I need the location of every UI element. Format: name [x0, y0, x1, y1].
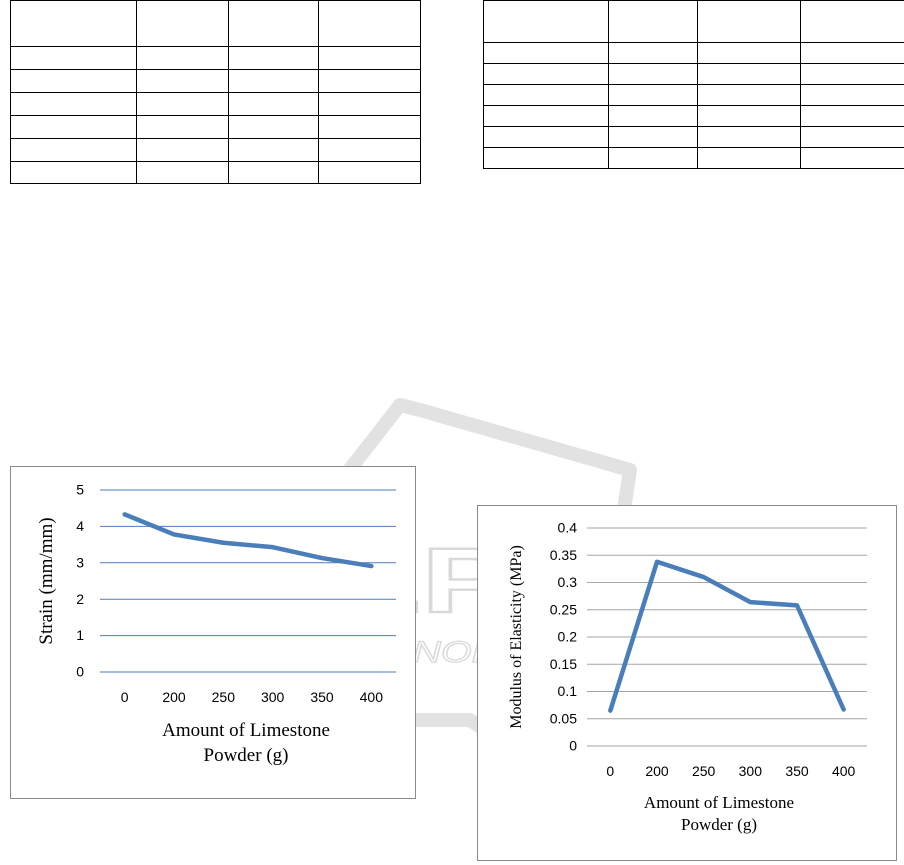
modulus-y-tick-label: 0.3: [558, 574, 578, 590]
strain-x-axis-label: Amount of Limestone Powder (g): [162, 720, 330, 766]
table-cell: [228, 69, 319, 93]
modulus-x-tick-label: 250: [692, 763, 716, 779]
modulus-x-tick-labels: 0 200 250 300 350 400: [606, 763, 855, 779]
modulus-y-tick-label: 0.2: [558, 629, 578, 645]
strain-x-axis-label-line: Amount of Limestone: [162, 720, 330, 741]
modulus-series: [608, 559, 846, 713]
strain-y-tick-label: 5: [76, 482, 84, 498]
modulus-chart-frame: [477, 505, 897, 861]
table-row: [483, 42, 904, 64]
modulus-x-tick-label: 400: [832, 763, 856, 779]
strain-x-axis-label-line: Powder (g): [204, 745, 289, 766]
top-right-table: [483, 0, 904, 169]
table-cell: [228, 115, 319, 139]
table-cell: [318, 69, 421, 93]
strain-y-tick-label: 3: [76, 554, 84, 570]
strain-x-tick-label: 250: [212, 689, 236, 705]
modulus-y-tick-label: 0.1: [558, 683, 578, 699]
modulus-x-axis-label: Amount of Limestone Powder (g): [644, 793, 794, 834]
modulus-series-line: [608, 559, 846, 713]
table-cell: [10, 69, 137, 93]
table-row: [483, 0, 904, 43]
strain-y-tick-label: 4: [76, 518, 84, 534]
table-cell: [10, 92, 137, 116]
strain-x-tick-label: 400: [360, 689, 384, 705]
table-row: [483, 105, 904, 127]
top-left-table-body: [10, 0, 421, 184]
modulus-y-axis-label: Modulus of Elasticity (MPa): [508, 545, 525, 729]
strain-series-line: [122, 512, 374, 569]
modulus-y-tick-label: 0.35: [550, 547, 577, 563]
strain-x-tick-label: 300: [261, 689, 285, 705]
strain-x-tick-label: 200: [162, 689, 186, 705]
strain-y-tick-labels: 0 1 2 3 4 5: [76, 482, 84, 680]
table-row: [10, 46, 421, 70]
top-left-table: [10, 0, 421, 184]
table-row: [10, 69, 421, 93]
modulus-x-tick-label: 0: [606, 763, 614, 779]
table-row: [10, 92, 421, 116]
modulus-gridlines: [587, 527, 867, 747]
table-cell: [697, 0, 801, 43]
strain-x-tick-label: 0: [121, 689, 129, 705]
strain-x-tick-label: 350: [310, 689, 334, 705]
modulus-y-tick-label: 0.25: [550, 601, 577, 617]
modulus-y-tick-label: 0: [569, 738, 577, 754]
strain-y-tick-label: 1: [76, 627, 84, 643]
table-cell: [800, 0, 904, 43]
table-cell: [228, 0, 319, 47]
strain-y-axis-label: Strain (mm/mm): [36, 517, 57, 644]
strain-chart-frame: [10, 466, 416, 799]
table-row: [483, 147, 904, 169]
modulus-y-tick-label: 0.15: [550, 656, 577, 672]
modulus-y-tick-label: 0.05: [550, 710, 577, 726]
strain-series: [122, 512, 374, 569]
table-row: [483, 84, 904, 106]
top-right-table-body: [483, 0, 904, 169]
modulus-x-axis-label-line: Amount of Limestone: [644, 793, 794, 812]
table-cell: [136, 46, 229, 70]
modulus-x-tick-label: 300: [739, 763, 763, 779]
table-row: [10, 161, 421, 184]
table-row: [483, 63, 904, 85]
modulus-y-tick-label: 0.4: [558, 520, 578, 536]
strain-y-tick-label: 0: [76, 664, 84, 680]
table-cell: [318, 92, 421, 116]
strain-x-tick-labels: 0 200 250 300 350 400: [121, 689, 383, 705]
table-cell: [318, 161, 421, 184]
strain-y-tick-label: 2: [76, 591, 84, 607]
modulus-x-tick-label: 350: [785, 763, 809, 779]
table-cell: [136, 92, 229, 116]
modulus-x-axis-label-line: Powder (g): [681, 815, 757, 834]
modulus-y-tick-labels: 0 0.05 0.1 0.15 0.2 0.25 0.3 0.35 0.4: [550, 520, 577, 754]
modulus-x-tick-label: 200: [645, 763, 669, 779]
table-cell: [483, 0, 609, 43]
